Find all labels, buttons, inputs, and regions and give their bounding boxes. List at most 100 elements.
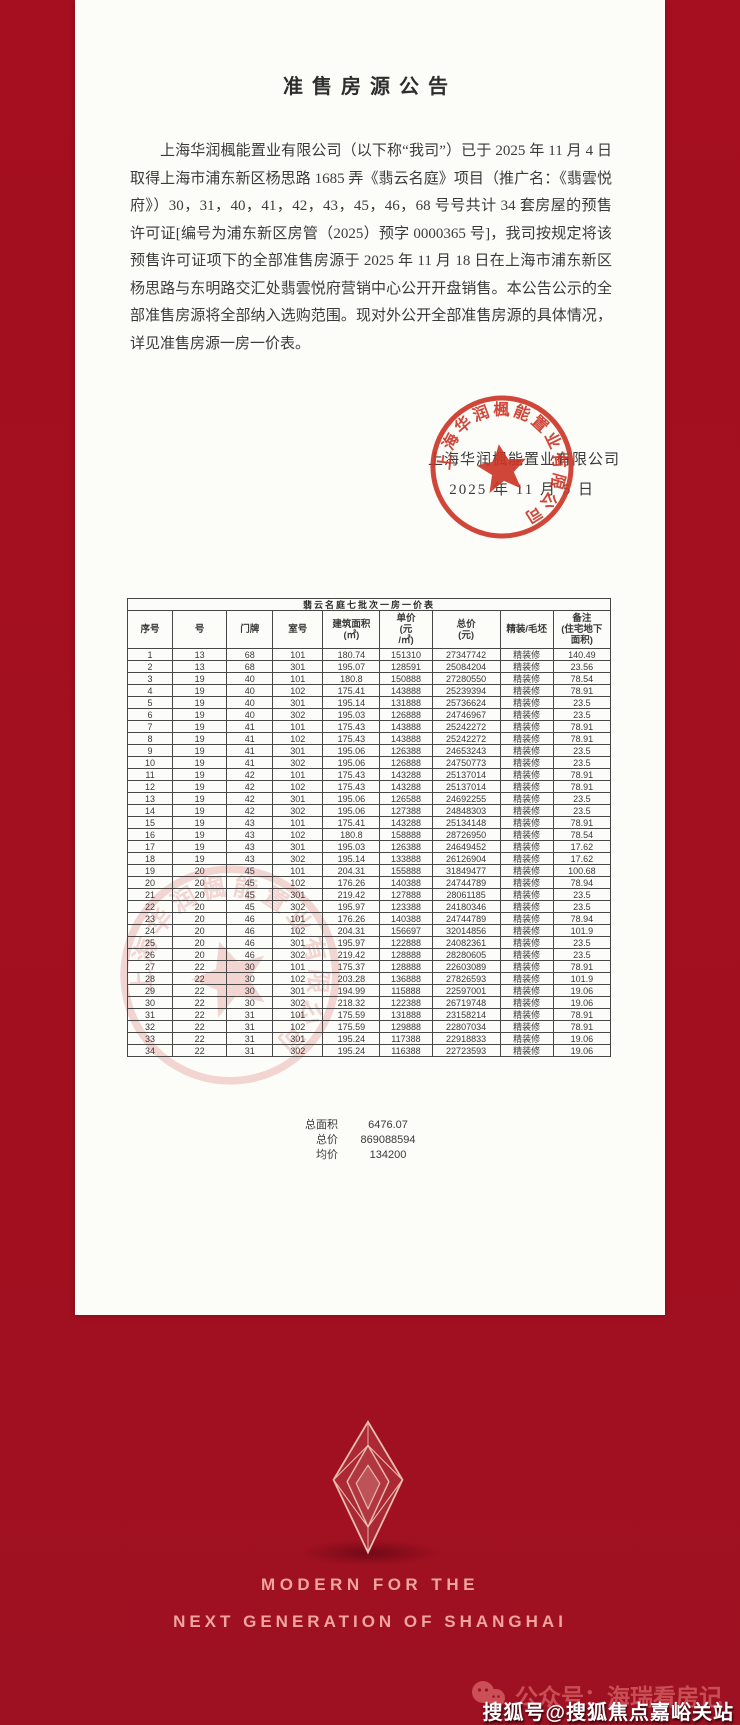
table-cell: 24848303 [431,804,501,817]
table-row: 12 19 42 102 175.43 143288 25137014 精装修 78.91 [126,780,612,793]
table-cell: 24 [126,924,174,937]
table-cell: 25137014 [431,768,501,781]
table-cell: 128888 [379,960,433,973]
table-cell: 302 [272,948,324,961]
table-cell: 195.06 [322,756,381,769]
table-cell: 31 [226,1008,274,1021]
table-cell: 3 [126,672,174,685]
table-cell: 1 [126,648,174,661]
table-cell: 195.14 [322,696,381,709]
table-cell: 78.91 [552,1020,612,1033]
column-header: 序号 [126,610,174,649]
table-cell: 30 [226,960,274,973]
table-summary: 总面积 6476.07 总价 869088594 均价 134200 [280,1118,438,1163]
table-cell: 16 [126,828,174,841]
table-cell: 301 [272,792,324,805]
table-cell: 精装修 [499,840,554,853]
table-cell: 143888 [379,720,433,733]
table-cell: 22918833 [431,1032,501,1045]
table-cell: 精装修 [499,756,554,769]
table-cell: 195.97 [322,936,381,949]
table-cell: 46 [226,924,274,937]
table-cell: 22 [172,1020,228,1033]
table-cell: 194.99 [322,984,381,997]
table-cell: 精装修 [499,684,554,697]
table-row: 3 19 40 101 180.8 150888 27280550 精装修 78.54 [126,672,612,685]
table-cell: 115888 [379,984,433,997]
column-header: 备注 (住宅地下 面积) [552,610,612,649]
table-cell: 27280550 [431,672,501,685]
summary-row-total: 总价 869088594 [280,1133,438,1148]
table-cell: 102 [272,1020,324,1033]
table-cell: 10 [126,756,174,769]
table-cell: 24692255 [431,792,501,805]
table-cell: 24653243 [431,744,501,757]
table-cell: 68 [226,660,274,673]
table-cell: 28726950 [431,828,501,841]
summary-total-value: 869088594 [360,1134,416,1146]
table-cell: 46 [226,948,274,961]
table-cell: 22 [172,1008,228,1021]
table-cell: 23.5 [552,948,612,961]
table-cell: 5 [126,696,174,709]
table-cell: 40 [226,672,274,685]
table-cell: 精装修 [499,1008,554,1021]
table-cell: 26126904 [431,852,501,865]
table-row: 18 19 43 302 195.14 133888 26126904 精装修 17.62 [126,852,612,865]
table-cell: 46 [226,912,274,925]
table-cell: 195.24 [322,1032,381,1045]
table-cell: 42 [226,768,274,781]
table-cell: 精装修 [499,672,554,685]
table-cell: 195.24 [322,1044,381,1057]
table-cell: 22 [172,984,228,997]
table-cell: 精装修 [499,948,554,961]
table-cell: 精装修 [499,696,554,709]
table-row: 5 19 40 301 195.14 131888 25736624 精装修 23.5 [126,696,612,709]
table-cell: 301 [272,744,324,757]
table-cell: 301 [272,936,324,949]
table-cell: 22603089 [431,960,501,973]
table-cell: 25239394 [431,684,501,697]
table-cell: 25242272 [431,732,501,745]
table-cell: 219.42 [322,888,381,901]
table-cell: 24750773 [431,756,501,769]
table-cell: 精装修 [499,732,554,745]
table-cell: 19 [172,744,228,757]
table-cell: 127388 [379,804,433,817]
table-cell: 195.06 [322,804,381,817]
table-cell: 175.41 [322,816,381,829]
table-cell: 140.49 [552,648,612,661]
table-cell: 195.03 [322,840,381,853]
table-cell: 精装修 [499,912,554,925]
table-cell: 精装修 [499,1044,554,1057]
table-header-row: 序号号门牌 室号 建筑面积 (㎡) 单价 (元 /㎡) 总价 (元) 精装/毛坯 备注 (住… [126,610,612,649]
column-header: 室号 [272,610,324,649]
table-cell: 19 [172,768,228,781]
table-cell: 204.31 [322,924,381,937]
table-cell: 102 [272,876,324,889]
table-cell: 143288 [379,780,433,793]
table-row: 29 22 30 301 194.99 115888 22597001 精装修 19.06 [126,984,612,997]
table-cell: 116388 [379,1044,433,1057]
table-cell: 精装修 [499,984,554,997]
table-cell: 23.5 [552,900,612,913]
table-cell: 23 [126,912,174,925]
table-cell: 27 [126,960,174,973]
table-row: 16 19 43 102 180.8 158888 28726950 精装修 78.54 [126,828,612,841]
table-cell: 78.91 [552,816,612,829]
table-cell: 20 [172,888,228,901]
table-cell: 精装修 [499,828,554,841]
table-cell: 175.43 [322,720,381,733]
table-cell: 136888 [379,972,433,985]
table-cell: 101 [272,648,324,661]
table-cell: 26719748 [431,996,501,1009]
summary-area-value: 6476.07 [368,1119,408,1131]
table-cell: 精装修 [499,744,554,757]
table-cell: 302 [272,708,324,721]
table-cell: 302 [272,852,324,865]
table-cell: 25736624 [431,696,501,709]
table-cell: 精装修 [499,792,554,805]
table-cell: 24746967 [431,708,501,721]
table-cell: 78.91 [552,1008,612,1021]
table-cell: 19 [172,696,228,709]
